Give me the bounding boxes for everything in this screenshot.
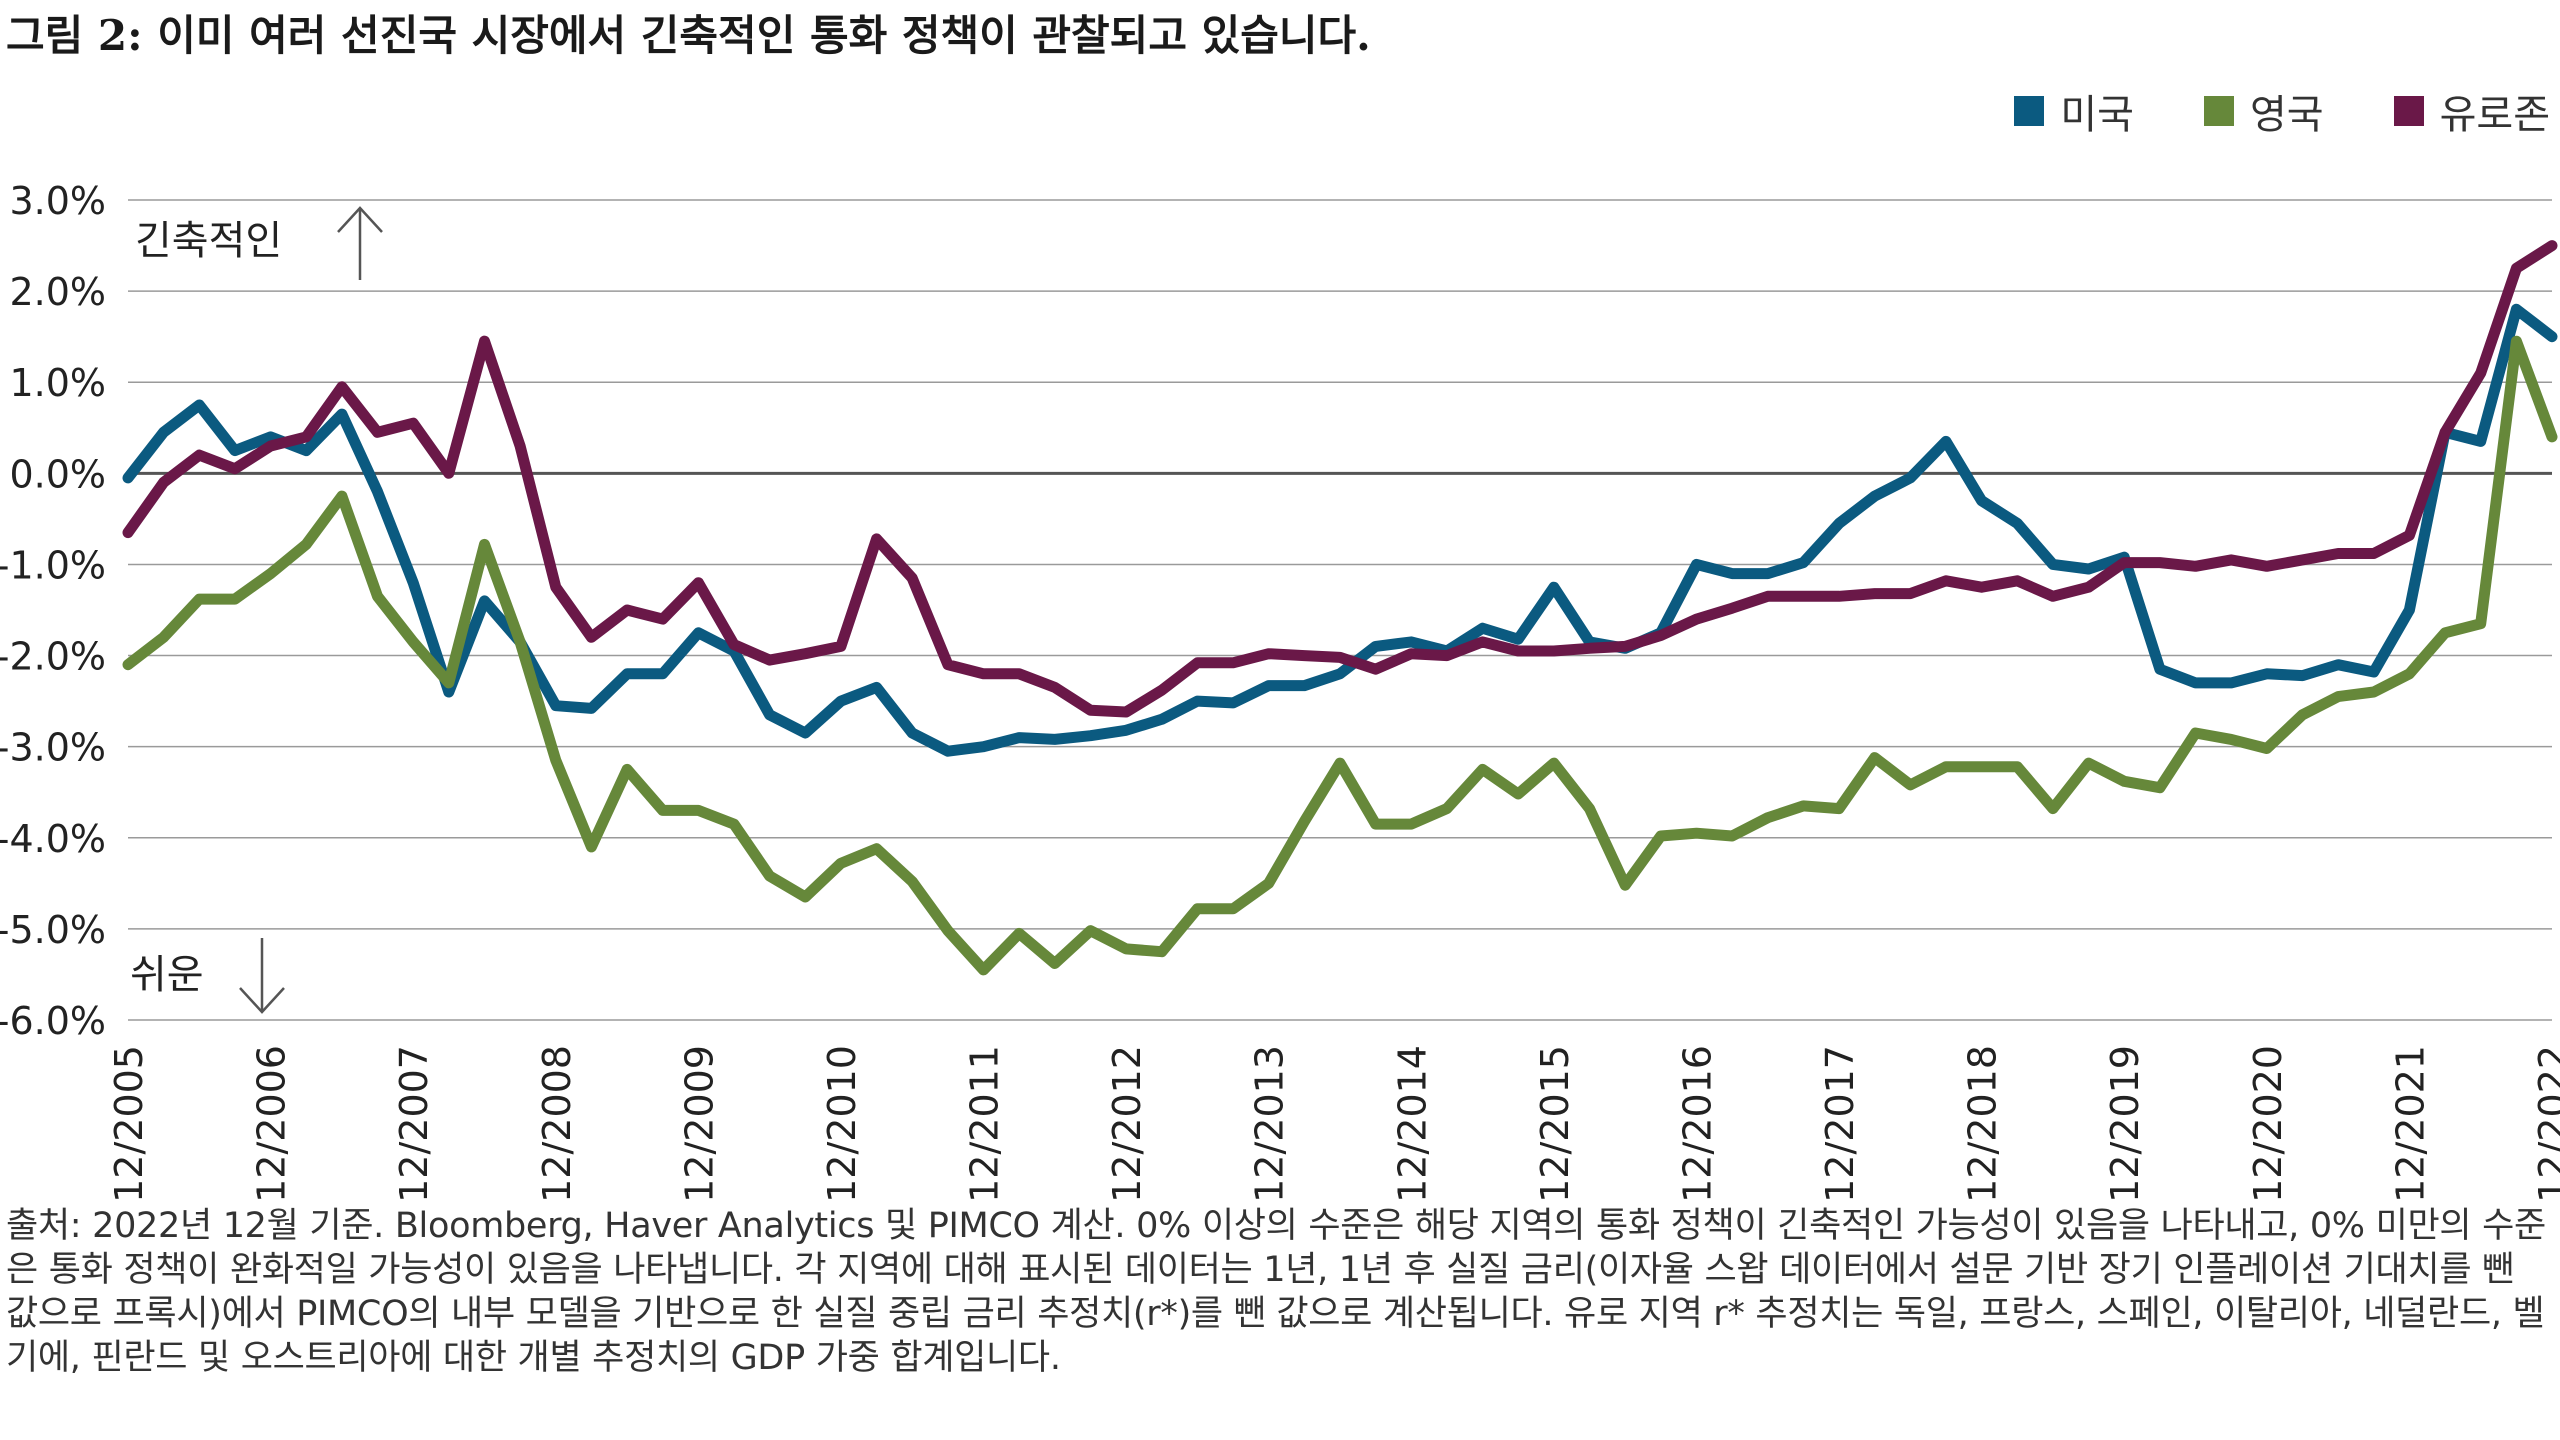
x-tick-label: 12/2007: [392, 1045, 436, 1200]
legend-label-euro: 유로존: [2439, 92, 2550, 138]
chart-title: 그림 2: 이미 여러 선진국 시장에서 긴축적인 통화 정책이 관찰되고 있습…: [6, 11, 1371, 60]
x-tick-label: 12/2013: [1248, 1045, 1292, 1200]
x-tick-label: 12/2005: [107, 1045, 151, 1200]
x-tick-label: 12/2012: [1105, 1045, 1149, 1200]
legend-label-us: 미국: [2060, 92, 2134, 138]
series-line-euro: [122, 240, 2558, 718]
y-axis-ticks: 3.0% 2.0% 1.0% 0.0% -1.0% -2.0% -3.0% -4.0% -5.0…: [0, 179, 106, 1043]
y-tick-label: 3.0%: [9, 179, 106, 223]
legend-item-uk: 영국: [2203, 82, 2324, 140]
legend-swatch-uk: [2203, 96, 2234, 126]
direction-annotations: 긴축적인 쉬운: [130, 206, 383, 1014]
source-note: 출처: 2022년 12월 기준. Bloomberg, Haver Analy…: [6, 1206, 2546, 1378]
x-tick-label: 12/2020: [2246, 1045, 2290, 1200]
legend-swatch-us: [2014, 96, 2045, 126]
tightening-label: 긴축적인: [135, 218, 282, 264]
y-tick-label: 0.0%: [9, 452, 106, 496]
x-tick-label: 12/2015: [1533, 1045, 1577, 1200]
x-tick-label: 12/2022: [2531, 1045, 2560, 1200]
x-tick-label: 12/2006: [250, 1045, 294, 1200]
y-tick-label: -5.0%: [0, 908, 106, 952]
y-tick-label: -4.0%: [0, 817, 106, 861]
legend: 미국 영국 유로존: [2014, 82, 2550, 140]
legend-item-us: 미국: [2014, 82, 2134, 140]
x-tick-label: 12/2019: [2103, 1045, 2147, 1200]
x-axis-ticks: 12/2005 12/2006 12/2007 12/2008 12/2009 12/20…: [107, 1045, 2560, 1200]
y-tick-label: -6.0%: [0, 999, 106, 1043]
series-line-uk: [122, 335, 2558, 976]
y-tick-label: -2.0%: [0, 635, 106, 679]
legend-swatch-euro: [2393, 96, 2424, 126]
y-tick-label: -1.0%: [0, 543, 106, 587]
easing-label: 쉬운: [130, 952, 204, 998]
up-arrow-icon: [337, 206, 383, 280]
x-tick-label: 12/2021: [2388, 1045, 2432, 1200]
y-tick-label: -3.0%: [0, 726, 106, 770]
x-tick-label: 12/2011: [963, 1045, 1007, 1200]
legend-item-euro: 유로존: [2393, 82, 2550, 140]
x-tick-label: 12/2008: [535, 1045, 579, 1200]
down-arrow-icon: [239, 938, 285, 1014]
x-tick-label: 12/2014: [1390, 1045, 1434, 1200]
x-tick-label: 12/2017: [1818, 1045, 1862, 1200]
x-tick-label: 12/2010: [820, 1045, 864, 1200]
y-tick-label: 2.0%: [9, 270, 106, 314]
y-tick-label: 1.0%: [9, 361, 106, 405]
x-tick-label: 12/2018: [1961, 1045, 2005, 1200]
legend-label-uk: 영국: [2249, 92, 2324, 138]
series: [122, 240, 2558, 976]
line-chart: 3.0% 2.0% 1.0% 0.0% -1.0% -2.0% -3.0% -4.0% -5.0…: [0, 179, 2560, 1200]
x-tick-label: 12/2016: [1675, 1045, 1719, 1200]
x-tick-label: 12/2009: [677, 1045, 721, 1200]
